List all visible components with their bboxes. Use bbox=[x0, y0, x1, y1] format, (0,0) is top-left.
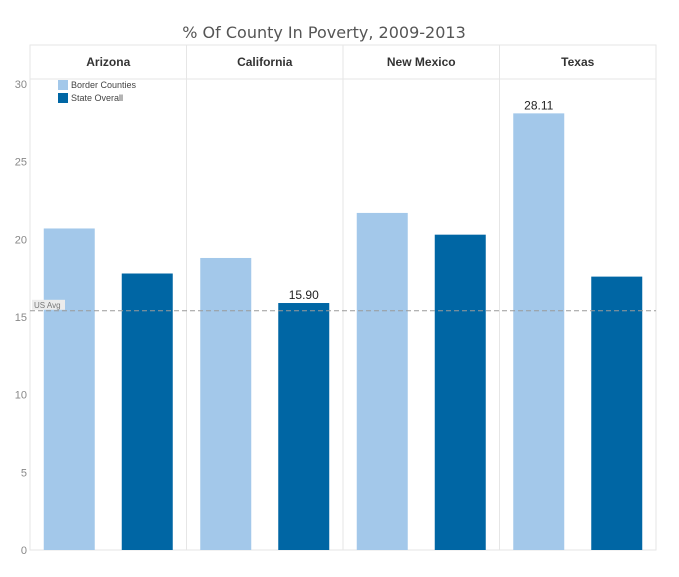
bar-arizona-border-counties bbox=[43, 228, 95, 550]
legend-swatch-state-overall bbox=[58, 93, 68, 103]
bar-california-state-overall bbox=[278, 303, 330, 550]
panel-header-california: California bbox=[237, 55, 293, 69]
y-axis: 0 5 10 15 20 25 30 bbox=[15, 79, 27, 557]
reference-label-bg bbox=[32, 299, 65, 310]
panel-header-texas: Texas bbox=[561, 55, 594, 69]
bar-new-mexico-border-counties bbox=[356, 212, 408, 550]
legend-label-state-overall: State Overall bbox=[71, 93, 123, 103]
y-tick-label-20: 20 bbox=[15, 234, 27, 246]
legend: Border Counties State Overall bbox=[58, 80, 137, 103]
y-tick-label-10: 10 bbox=[15, 390, 27, 402]
data-labels-layer: 15.90 28.11 bbox=[289, 98, 554, 302]
chart-title: % Of County In Poverty, 2009-2013 bbox=[182, 23, 466, 42]
bar-arizona-state-overall bbox=[121, 273, 173, 550]
bar-texas-border-counties bbox=[513, 113, 565, 550]
bar-texas-state-overall bbox=[591, 276, 643, 550]
y-tick-label-15: 15 bbox=[15, 312, 27, 324]
data-label-california-state-overall: 15.90 bbox=[289, 288, 319, 302]
reference-line-group: US Avg bbox=[30, 299, 656, 312]
legend-label-border-counties: Border Counties bbox=[71, 80, 137, 90]
bars-layer bbox=[43, 113, 643, 550]
panel-header-new-mexico: New Mexico bbox=[387, 55, 456, 69]
bar-california-border-counties bbox=[200, 257, 252, 550]
data-label-texas-border-counties: 28.11 bbox=[524, 98, 553, 112]
bar-new-mexico-state-overall bbox=[434, 234, 486, 550]
y-tick-label-0: 0 bbox=[21, 545, 27, 557]
y-tick-label-25: 25 bbox=[15, 157, 27, 169]
category-panels: Arizona California New Mexico Texas bbox=[86, 45, 595, 550]
legend-swatch-border-counties bbox=[58, 80, 68, 90]
reference-line-label: US Avg bbox=[34, 301, 61, 310]
y-tick-label-5: 5 bbox=[21, 467, 27, 479]
y-tick-label-30: 30 bbox=[15, 79, 27, 91]
panel-header-arizona: Arizona bbox=[86, 55, 130, 69]
